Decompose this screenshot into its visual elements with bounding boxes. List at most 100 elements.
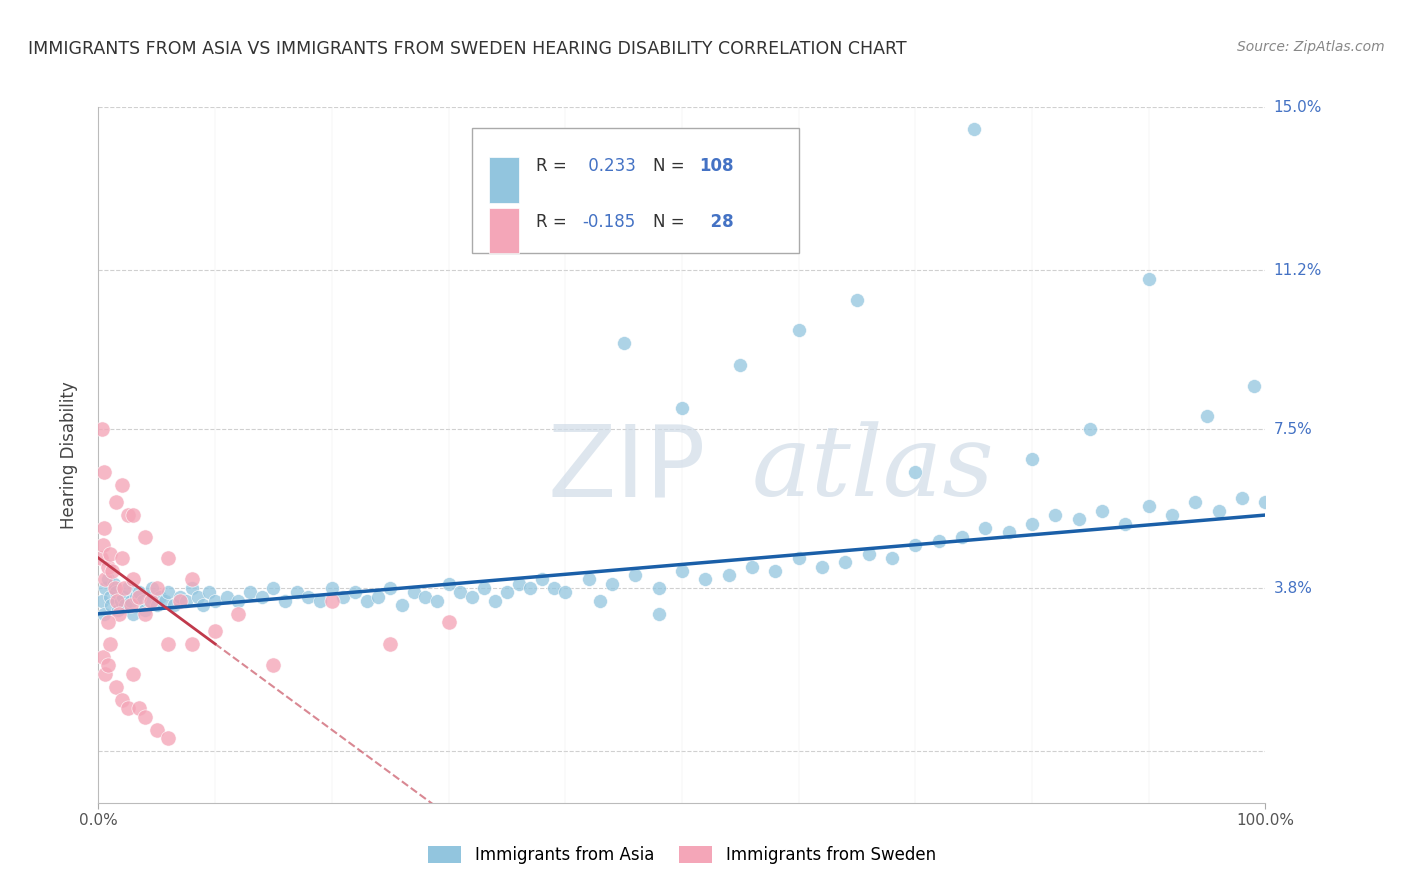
Point [146,599,169,613]
Point [103,576,125,591]
Point [180,573,202,587]
Point [1021,516,1043,531]
Point [104,495,127,509]
Point [138,594,160,608]
Point [928,533,950,548]
Point [671,401,693,415]
Point [834,555,856,569]
Point [91,538,114,552]
Point [858,547,880,561]
Point [97,658,120,673]
Point [93,465,115,479]
Point [117,701,139,715]
Point [146,723,169,737]
Point [297,590,319,604]
Point [180,581,202,595]
Point [624,568,647,582]
Point [98,547,121,561]
Text: 28: 28 [699,213,734,231]
Point [174,594,197,608]
Point [437,576,460,591]
Point [98,637,121,651]
Point [108,607,131,621]
Point [321,594,343,608]
Point [904,538,927,552]
Point [128,701,150,715]
Point [163,599,186,613]
Point [157,637,180,651]
Point [114,599,136,613]
Point [110,594,132,608]
Point [647,581,669,595]
Point [157,731,180,746]
Point [111,692,134,706]
Point [101,564,124,578]
Point [1137,272,1160,286]
Point [472,581,495,595]
Text: 108: 108 [699,157,734,175]
Point [380,581,402,595]
Point [578,573,600,587]
Point [91,649,114,664]
Point [228,594,250,608]
Point [120,599,142,613]
Text: R =: R = [536,213,572,231]
Point [426,594,449,608]
Point [1254,495,1277,509]
Point [1184,495,1206,509]
Point [413,590,436,604]
Point [344,585,367,599]
Point [880,551,903,566]
Point [717,568,740,582]
FancyBboxPatch shape [472,128,799,253]
Point [811,559,834,574]
Point [380,637,402,651]
Point [117,508,139,522]
Point [730,358,752,372]
Point [134,607,156,621]
Point [157,551,180,566]
Point [134,529,156,543]
Point [763,564,786,578]
Point [193,599,215,613]
Point [332,590,354,604]
Point [122,573,145,587]
FancyBboxPatch shape [489,158,519,202]
Point [1114,516,1136,531]
Point [391,599,413,613]
Point [508,576,530,591]
Point [107,602,129,616]
Point [484,594,506,608]
Point [139,594,162,608]
Point [128,590,150,604]
Point [356,594,378,608]
Point [204,624,226,638]
Point [93,607,115,621]
Point [262,658,284,673]
Point [671,564,693,578]
Point [169,590,191,604]
Point [94,573,117,587]
Point [104,581,127,595]
Text: 7.5%: 7.5% [1274,422,1312,437]
Point [695,573,717,587]
Text: R =: R = [536,157,572,175]
Point [169,594,191,608]
Point [997,525,1019,540]
Point [157,585,180,599]
Point [94,581,117,595]
Point [1230,491,1253,505]
Y-axis label: Hearing Disability: Hearing Disability [59,381,77,529]
Point [120,594,142,608]
Point [97,573,120,587]
Point [496,585,519,599]
Point [1091,504,1114,518]
Point [437,615,460,630]
Point [125,590,148,604]
Point [90,551,112,566]
Point [94,667,117,681]
Text: N =: N = [652,157,689,175]
Point [647,607,669,621]
Point [974,521,997,535]
FancyBboxPatch shape [489,208,519,253]
